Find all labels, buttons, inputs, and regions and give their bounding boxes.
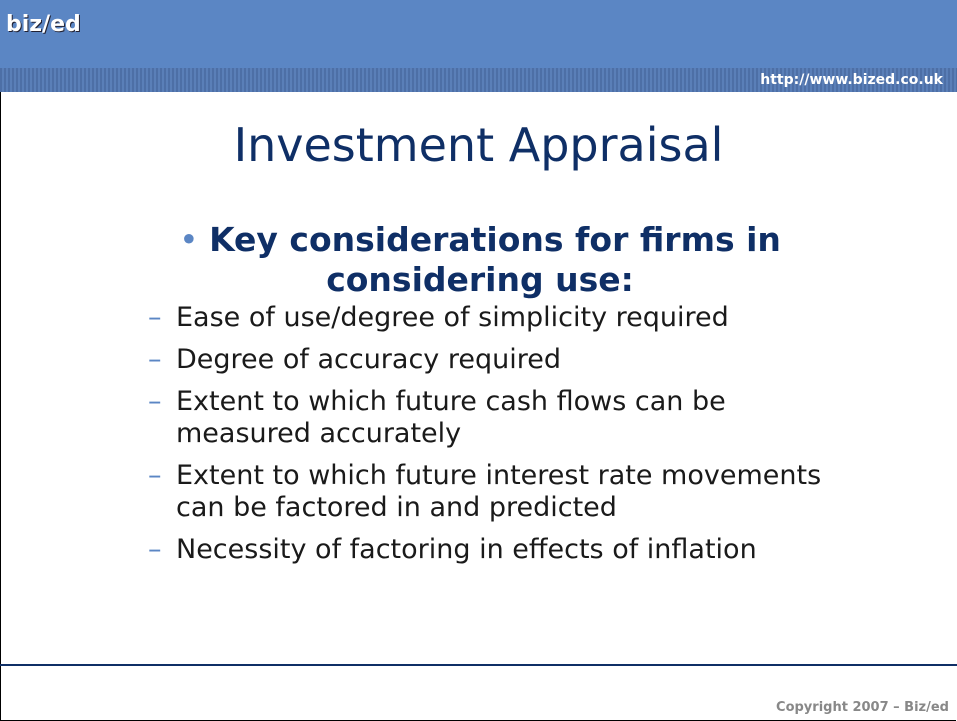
sub-point: Extent to which future interest rate mov…: [148, 460, 868, 524]
logo: biz/ed: [6, 12, 81, 37]
header-band: [0, 0, 957, 68]
copyright: Copyright 2007 – Biz/ed: [776, 700, 949, 715]
sub-point: Necessity of factoring in effects of inf…: [148, 534, 868, 566]
header-strip: [0, 68, 957, 92]
footer-rule: [0, 664, 957, 666]
sub-point: Degree of accuracy required: [148, 344, 868, 376]
url: http://www.bized.co.uk: [760, 72, 943, 88]
main-point-text: Key considerations for firms in consider…: [209, 220, 781, 299]
sub-points: Ease of use/degree of simplicity require…: [148, 302, 868, 576]
main-point: • Key considerations for firms in consid…: [179, 220, 781, 299]
sub-point: Extent to which future cash flows can be…: [148, 386, 868, 450]
slide-title: Investment Appraisal: [233, 118, 724, 172]
sub-point: Ease of use/degree of simplicity require…: [148, 302, 868, 334]
